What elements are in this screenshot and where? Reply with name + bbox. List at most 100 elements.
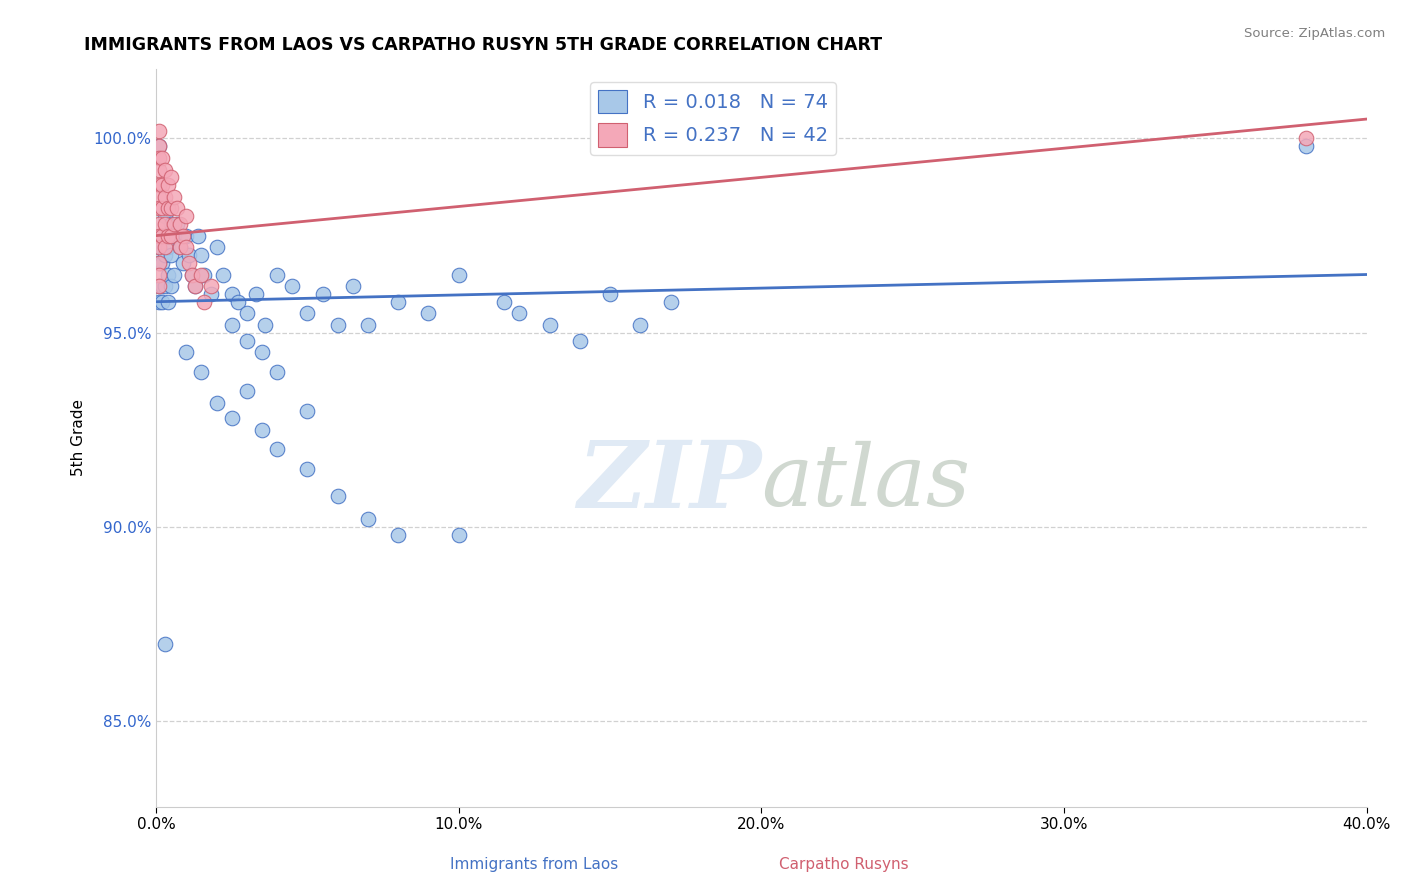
Point — [297, 306, 319, 320]
Text: Immigrants from Laos: Immigrants from Laos — [450, 857, 619, 872]
Point — [190, 365, 212, 379]
Point — [200, 279, 222, 293]
Point — [205, 240, 228, 254]
Point — [153, 217, 176, 231]
Point — [266, 365, 288, 379]
Point — [163, 190, 186, 204]
Point — [221, 411, 243, 425]
Point — [153, 279, 176, 293]
Point — [160, 202, 183, 216]
Point — [153, 248, 176, 262]
Point — [157, 268, 180, 282]
Point — [447, 268, 470, 282]
Point — [148, 139, 170, 153]
Point — [266, 268, 288, 282]
Legend: R = 0.018   N = 74, R = 0.237   N = 42: R = 0.018 N = 74, R = 0.237 N = 42 — [591, 82, 835, 154]
Point — [163, 268, 186, 282]
Point — [160, 279, 183, 293]
Y-axis label: 5th Grade: 5th Grade — [72, 400, 86, 476]
Point — [236, 306, 259, 320]
Point — [148, 279, 170, 293]
Point — [211, 268, 233, 282]
Point — [193, 268, 215, 282]
Point — [150, 178, 173, 193]
Point — [342, 279, 364, 293]
Point — [221, 318, 243, 332]
Point — [148, 240, 170, 254]
Point — [148, 190, 170, 204]
Point — [250, 345, 273, 359]
Point — [148, 294, 170, 309]
Point — [181, 268, 204, 282]
Point — [538, 318, 561, 332]
Point — [387, 528, 409, 542]
Point — [1295, 139, 1317, 153]
Point — [150, 228, 173, 243]
Point — [326, 318, 349, 332]
Point — [153, 240, 176, 254]
Point — [187, 228, 209, 243]
Point — [326, 489, 349, 503]
Point — [160, 228, 183, 243]
Point — [148, 228, 170, 243]
Point — [153, 190, 176, 204]
Point — [150, 256, 173, 270]
Point — [148, 162, 170, 177]
Point — [169, 240, 191, 254]
Point — [148, 139, 170, 153]
Point — [157, 202, 180, 216]
Point — [150, 294, 173, 309]
Point — [226, 294, 249, 309]
Point — [245, 287, 267, 301]
Point — [150, 228, 173, 243]
Point — [357, 512, 380, 526]
Point — [281, 279, 304, 293]
Point — [153, 209, 176, 223]
Point — [494, 294, 516, 309]
Point — [190, 248, 212, 262]
Point — [176, 240, 198, 254]
Point — [297, 403, 319, 417]
Point — [148, 202, 170, 216]
Point — [253, 318, 276, 332]
Point — [169, 217, 191, 231]
Point — [148, 268, 170, 282]
Point — [357, 318, 380, 332]
Point — [193, 294, 215, 309]
Point — [169, 240, 191, 254]
Point — [176, 345, 198, 359]
Point — [166, 217, 188, 231]
Point — [160, 217, 183, 231]
Point — [148, 279, 170, 293]
Point — [148, 240, 170, 254]
Point — [387, 294, 409, 309]
Point — [236, 384, 259, 398]
Point — [157, 294, 180, 309]
Point — [184, 279, 207, 293]
Text: IMMIGRANTS FROM LAOS VS CARPATHO RUSYN 5TH GRADE CORRELATION CHART: IMMIGRANTS FROM LAOS VS CARPATHO RUSYN 5… — [84, 36, 883, 54]
Point — [153, 162, 176, 177]
Point — [148, 256, 170, 270]
Point — [160, 170, 183, 185]
Point — [172, 256, 194, 270]
Point — [508, 306, 530, 320]
Point — [163, 217, 186, 231]
Point — [181, 268, 204, 282]
Point — [447, 528, 470, 542]
Point — [150, 151, 173, 165]
Text: Source: ZipAtlas.com: Source: ZipAtlas.com — [1244, 27, 1385, 40]
Point — [297, 462, 319, 476]
Point — [157, 228, 180, 243]
Point — [157, 178, 180, 193]
Point — [599, 287, 621, 301]
Point — [179, 248, 201, 262]
Point — [176, 209, 198, 223]
Point — [148, 124, 170, 138]
Point — [221, 287, 243, 301]
Point — [157, 240, 180, 254]
Point — [568, 334, 591, 348]
Point — [311, 287, 333, 301]
Point — [266, 442, 288, 457]
Point — [166, 202, 188, 216]
Point — [148, 151, 170, 165]
